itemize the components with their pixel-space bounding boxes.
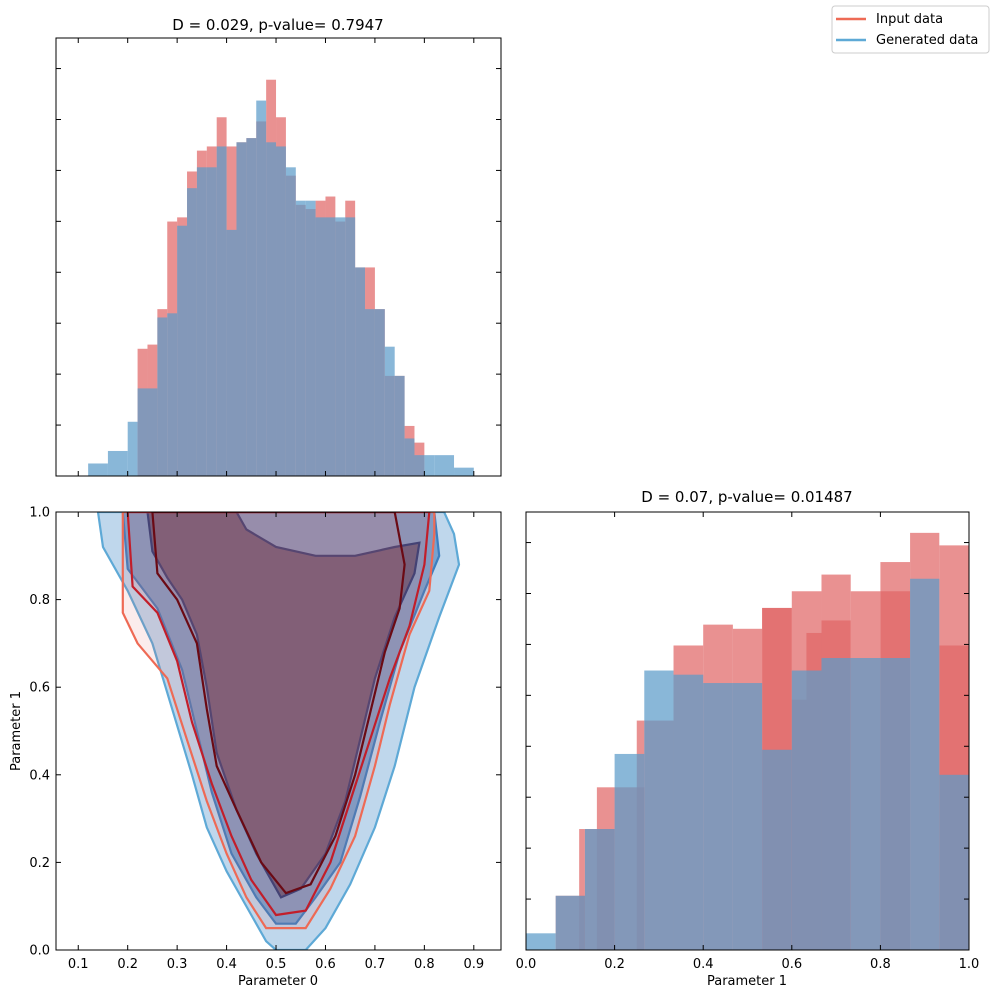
param0-hist-ticks [56, 38, 501, 476]
x-tick-label: 0.2 [604, 957, 625, 972]
hist-bar [555, 895, 585, 950]
input-contour-level [121, 512, 436, 930]
hist-bar [137, 388, 148, 476]
hist-bar [325, 217, 336, 476]
hist-bar [305, 200, 316, 476]
hist-bar [791, 670, 822, 950]
hist-bar [187, 188, 197, 476]
hist-bar [584, 829, 615, 950]
contour-frame [55, 511, 502, 951]
hist-bar [226, 229, 237, 476]
legend-generated-label: Generated data [876, 33, 978, 48]
hist-bar [454, 467, 474, 476]
legend-frame [831, 5, 990, 54]
hist-bar [732, 683, 763, 950]
param1-hist-frame [525, 511, 970, 951]
hist-bar [107, 450, 128, 476]
param0-hist-title: D = 0.029, p-value= 0.7947 [172, 16, 383, 34]
hist-bar [939, 774, 969, 950]
input-contour-level [151, 512, 406, 895]
x-tick-label: 0.6 [315, 957, 336, 972]
x-tick-label: 1.0 [959, 957, 980, 972]
contour-panel: 0.1 0.2 0.3 0.4 0.5 0.6 0.7 0.8 0.9 0.0 0.2 0.4 0.6 0… [9, 506, 502, 989]
x-tick-label: 0.1 [68, 957, 89, 972]
hist-bar [246, 138, 257, 476]
hist-bar [821, 658, 851, 950]
x-tick-label: 0.4 [693, 957, 714, 972]
x-tick-label: 0.8 [414, 957, 435, 972]
hist-bar [216, 146, 227, 476]
hist-bar [147, 388, 158, 476]
y-tick-label: 0.6 [29, 681, 50, 696]
input-contour-level [126, 512, 431, 917]
contour-shapes [96, 512, 461, 950]
hist-bar [295, 200, 306, 476]
param0-hist-bars [88, 79, 474, 477]
generated-contour-level [146, 512, 421, 899]
param1-hist-xlabel: Parameter 1 [707, 974, 787, 989]
x-tick-label: 0.6 [781, 957, 802, 972]
hist-bar [127, 421, 138, 476]
x-tick-label: 0.3 [167, 957, 188, 972]
hist-bar [196, 167, 207, 477]
hist-bar [335, 217, 346, 476]
contour-ticks: 0.1 0.2 0.3 0.4 0.5 0.6 0.7 0.8 0.9 0.0 0.2 0.4 0.6 0… [29, 506, 501, 972]
legend: Input data Generated data [831, 5, 990, 54]
param1-histogram-panel: D = 0.07, p-value= 0.01487 0.0 0.2 0.4 0.6 0… [516, 488, 980, 989]
hist-bar [644, 670, 674, 950]
hist-bar [910, 578, 940, 950]
hist-bar [414, 455, 425, 476]
hist-bar [285, 167, 296, 477]
hist-bar [276, 146, 286, 476]
hist-bar [157, 317, 168, 476]
x-tick-label: 0.4 [216, 957, 237, 972]
hist-bar [526, 933, 556, 950]
hist-bar [579, 829, 585, 950]
hist-bar [394, 375, 405, 476]
hist-bar [256, 100, 267, 477]
y-tick-label: 1.0 [29, 506, 50, 521]
y-tick-label: 0.0 [29, 944, 50, 959]
hist-bar [374, 309, 385, 476]
hist-bar [315, 217, 326, 476]
hist-bar [424, 455, 435, 476]
y-tick-label: 0.2 [29, 856, 50, 871]
hist-bar [762, 749, 792, 950]
contour-ylabel: Parameter 1 [9, 691, 24, 771]
x-tick-label: 0.0 [516, 957, 537, 972]
hist-bar [673, 674, 704, 950]
hist-bar [404, 438, 415, 476]
param1-hist-title: D = 0.07, p-value= 0.01487 [641, 488, 852, 506]
hist-bar [384, 346, 395, 476]
hist-bar [703, 683, 733, 950]
hist-bar [167, 313, 178, 476]
legend-input-label: Input data [876, 12, 943, 27]
hist-bar [850, 658, 881, 950]
param1-hist-bars [526, 532, 969, 950]
hist-bar [345, 217, 356, 476]
hist-bar [88, 463, 108, 476]
x-tick-label: 0.9 [463, 957, 484, 972]
param0-histogram-panel: D = 0.029, p-value= 0.7947 [55, 16, 502, 477]
hist-bar [365, 309, 375, 476]
x-tick-label: 0.5 [266, 957, 287, 972]
hist-bar [880, 658, 911, 950]
contour-xlabel: Parameter 0 [238, 974, 318, 989]
hist-bar [177, 225, 188, 476]
hist-bar [206, 167, 217, 477]
hist-bar [236, 142, 247, 477]
hist-bar [434, 455, 455, 476]
hist-bar [614, 753, 645, 950]
hist-bar [266, 142, 277, 477]
param1-hist-ticks: 0.0 0.2 0.4 0.6 0.8 1.0 [516, 512, 980, 972]
x-tick-label: 0.8 [870, 957, 891, 972]
x-tick-label: 0.7 [365, 957, 386, 972]
y-tick-label: 0.8 [29, 593, 50, 608]
y-tick-label: 0.4 [29, 768, 50, 783]
x-tick-label: 0.2 [117, 957, 138, 972]
hist-bar [355, 267, 366, 476]
param0-hist-frame [55, 37, 502, 477]
